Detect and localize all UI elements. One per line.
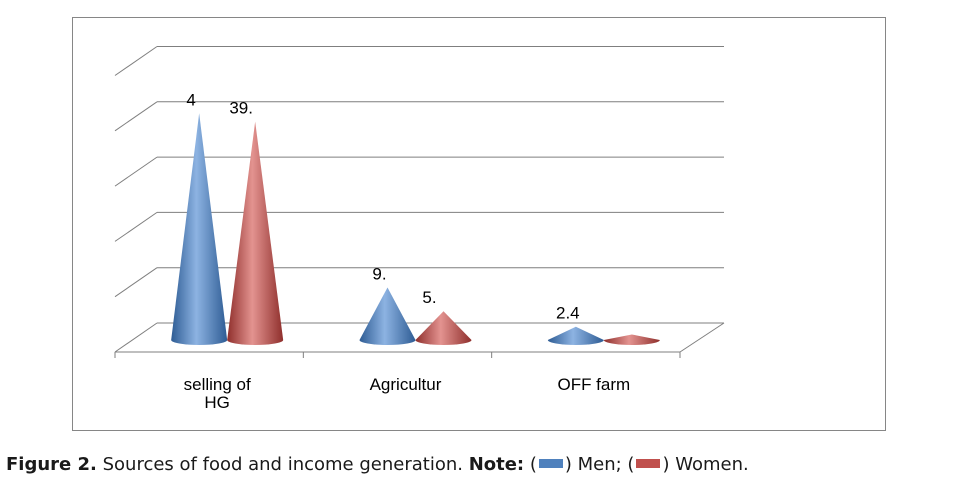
category-label-line: OFF farm [557, 375, 630, 394]
data-label: 2.4 [556, 304, 580, 323]
cone-men [171, 113, 228, 346]
cone-men [547, 326, 604, 345]
side-wall-line [114, 46, 158, 76]
category-label: Agricultur [370, 375, 442, 394]
women-label: ) Women. [662, 454, 749, 475]
category-label-line: Agricultur [370, 375, 442, 394]
cone-men [359, 287, 416, 345]
category-label: selling of HG [184, 375, 251, 412]
category-label-line: selling of [184, 375, 251, 394]
chart-area: 4 39. selling of HG 9. 5. Agricultur 2.4 OFF far… [72, 17, 886, 431]
data-label: 39. [229, 99, 253, 118]
women-swatch [636, 458, 661, 468]
side-wall-line [114, 156, 158, 187]
side-wall-line [114, 322, 158, 353]
note-label: Note: [468, 454, 525, 475]
figure-label: Figure 2. [6, 454, 97, 475]
cone-women [415, 311, 472, 345]
data-label: 4 [186, 90, 195, 109]
floor-right-edge [679, 322, 725, 353]
category-label-line: HG [204, 393, 230, 412]
cone-chart: 4 39. selling of HG 9. 5. Agricultur 2.4 OFF far… [72, 17, 886, 431]
men-open: ( [524, 454, 537, 475]
data-label: 9. [372, 264, 386, 283]
caption-text: Sources of food and income generation. [96, 454, 469, 475]
figure-caption: Figure 2. Sources of food and income gen… [6, 454, 956, 475]
cone-women [603, 334, 660, 345]
side-wall-line [114, 267, 158, 298]
category-label: OFF farm [557, 375, 630, 394]
data-label: 5. [422, 288, 436, 307]
cone-women [227, 121, 284, 345]
side-wall-line [114, 211, 158, 242]
side-wall-line [114, 101, 158, 132]
men-label: ) Men; ( [564, 454, 635, 475]
men-swatch [538, 458, 563, 468]
